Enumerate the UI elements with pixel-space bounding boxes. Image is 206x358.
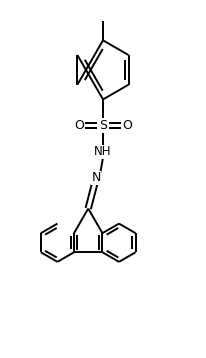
Text: S: S (99, 119, 107, 132)
Text: N: N (91, 171, 101, 184)
Text: O: O (122, 119, 132, 132)
Text: O: O (74, 119, 84, 132)
Text: NH: NH (94, 145, 112, 158)
